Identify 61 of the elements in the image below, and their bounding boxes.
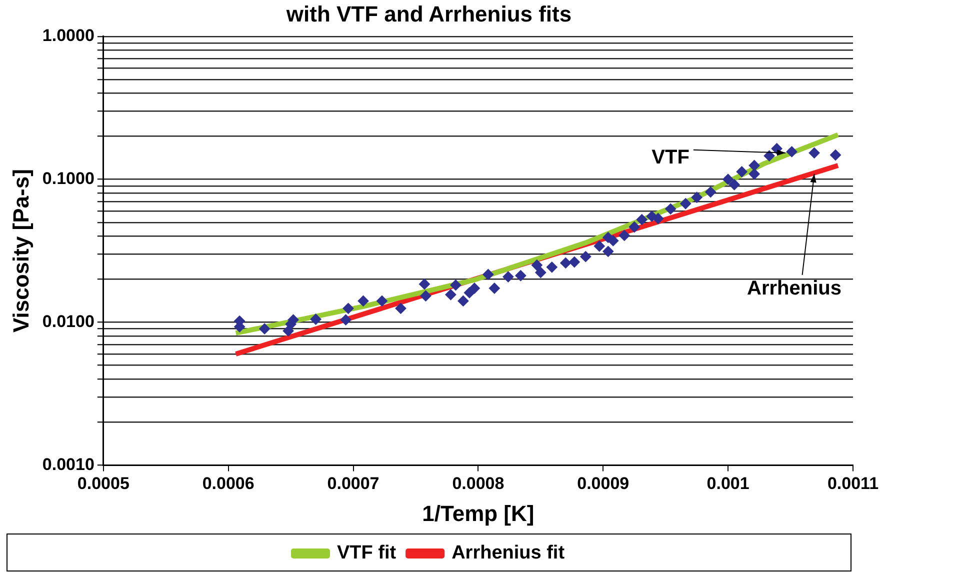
point xyxy=(748,160,760,171)
point xyxy=(535,266,546,278)
point xyxy=(340,314,352,326)
annotation: Arrhenius xyxy=(747,278,842,300)
point xyxy=(602,232,614,243)
point xyxy=(665,203,676,214)
point xyxy=(705,186,716,198)
y-tick-label: 0.1000 xyxy=(42,169,94,188)
legend-label: VTF fit xyxy=(336,542,397,564)
point xyxy=(420,290,432,302)
point xyxy=(482,268,494,280)
point xyxy=(652,213,664,224)
point xyxy=(531,260,542,271)
annotation: VTF xyxy=(652,146,690,168)
point xyxy=(830,150,842,160)
y-tick-label: 1.0000 xyxy=(42,26,94,46)
point xyxy=(786,146,798,158)
point xyxy=(546,262,558,273)
point xyxy=(418,278,430,290)
x-tick-label: 0.001 xyxy=(706,474,750,494)
point xyxy=(342,302,354,314)
point xyxy=(560,257,572,268)
y-tick-label: 0.0100 xyxy=(42,312,94,331)
point xyxy=(691,192,702,203)
chart-title: with VTF and Arrhenius fits xyxy=(285,1,572,26)
point xyxy=(628,222,640,232)
point xyxy=(358,295,369,306)
point xyxy=(594,240,605,252)
point xyxy=(568,256,580,268)
point xyxy=(736,166,748,178)
point xyxy=(450,280,462,291)
point xyxy=(488,282,500,294)
x-tick-label: 0.0007 xyxy=(327,474,380,494)
point xyxy=(764,150,775,162)
y-axis-title: Viscosity [Pa-s] xyxy=(8,169,34,333)
x-tick-label: 0.0009 xyxy=(577,474,630,494)
legend-label: Arrhenius fit xyxy=(452,542,566,564)
point xyxy=(618,230,630,241)
point xyxy=(259,323,270,334)
point xyxy=(310,314,322,325)
point xyxy=(748,168,760,180)
point xyxy=(808,147,820,158)
x-tick-label: 0.0011 xyxy=(827,474,879,494)
point xyxy=(395,302,406,314)
point xyxy=(580,251,592,262)
y-tick-label: 0.0010 xyxy=(42,454,94,474)
point xyxy=(636,214,648,226)
x-tick-label: 0.0005 xyxy=(77,474,130,494)
point xyxy=(680,198,692,210)
x-tick-label: 0.0006 xyxy=(202,474,254,494)
point xyxy=(728,179,740,190)
point xyxy=(722,174,734,185)
point xyxy=(515,270,526,282)
point xyxy=(502,271,514,282)
x-axis-title: 1/Temp [K] xyxy=(422,500,534,526)
x-tick-label: 0.0008 xyxy=(452,474,504,494)
point xyxy=(376,295,388,306)
point xyxy=(458,295,469,306)
point xyxy=(445,289,456,300)
point xyxy=(468,282,480,294)
point xyxy=(602,246,614,257)
